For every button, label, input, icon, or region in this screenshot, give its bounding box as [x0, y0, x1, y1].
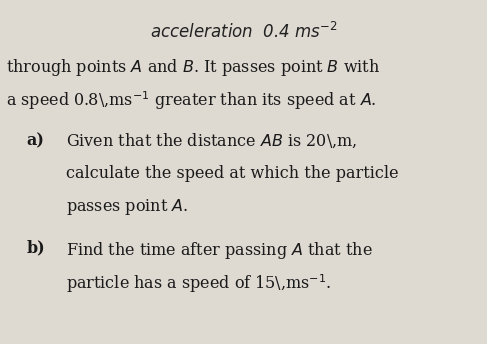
Text: a): a): [27, 132, 45, 149]
Text: Given that the distance $\it{AB}$ is 20\,m,: Given that the distance $\it{AB}$ is 20\…: [66, 132, 357, 150]
Text: calculate the speed at which the particle: calculate the speed at which the particl…: [66, 165, 398, 182]
Text: passes point $\it{A}$.: passes point $\it{A}$.: [66, 197, 188, 217]
Text: b): b): [27, 240, 45, 257]
Text: a speed 0.8\,ms$^{-1}$ greater than its speed at $\it{A}$.: a speed 0.8\,ms$^{-1}$ greater than its …: [6, 89, 376, 112]
Text: through points $\it{A}$ and $\it{B}$. It passes point $\it{B}$ with: through points $\it{A}$ and $\it{B}$. It…: [6, 57, 380, 78]
Text: Find the time after passing $\it{A}$ that the: Find the time after passing $\it{A}$ tha…: [66, 240, 373, 261]
Text: acceleration  0.4 ms$^{-2}$: acceleration 0.4 ms$^{-2}$: [150, 22, 337, 42]
Text: particle has a speed of 15\,ms$^{-1}$.: particle has a speed of 15\,ms$^{-1}$.: [66, 272, 331, 295]
